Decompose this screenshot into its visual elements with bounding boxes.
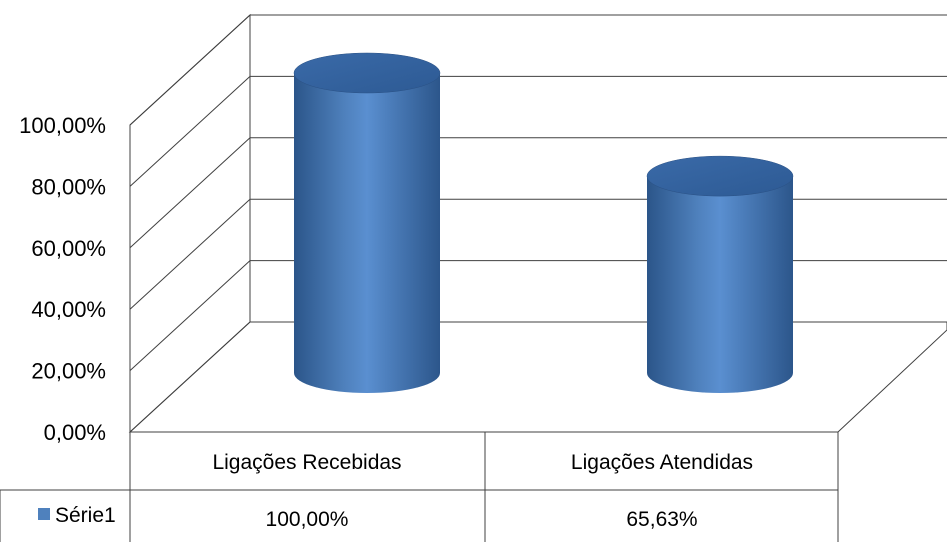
y-axis-ticks: 0,00% 20,00% 40,00% 60,00% 80,00% 100,00%: [19, 113, 106, 445]
gridlines: [129, 14, 947, 371]
y-tick-label: 20,00%: [31, 359, 106, 384]
bar: [646, 155, 794, 393]
chart-walls: [128, 13, 947, 434]
gridline-side: [129, 260, 251, 371]
bar-body: [647, 176, 793, 393]
bar: [293, 52, 441, 393]
gridline-side: [129, 137, 251, 249]
bar-body: [294, 73, 440, 393]
y-tick-label: 80,00%: [31, 174, 106, 199]
data-table: Ligações Recebidas Ligações Atendidas 100,…: [0, 431, 839, 542]
bar-top: [646, 155, 794, 197]
legend-swatch: [38, 508, 50, 520]
gridline-side: [129, 76, 251, 187]
bar-top: [293, 52, 441, 94]
gridline-side: [129, 14, 251, 126]
data-value-label: 65,63%: [626, 508, 697, 531]
y-tick-label: 60,00%: [31, 236, 106, 261]
data-value-label: 100,00%: [266, 508, 349, 531]
bars: [293, 52, 794, 393]
side-wall: [129, 13, 251, 434]
y-tick-label: 0,00%: [44, 420, 106, 445]
y-tick-label: 40,00%: [31, 297, 106, 322]
floor: [128, 321, 947, 433]
category-label: Ligações Recebidas: [212, 451, 401, 474]
legend-label: Série1: [55, 504, 116, 527]
gridline-side: [129, 198, 251, 310]
y-tick-label: 100,00%: [19, 113, 106, 138]
category-label: Ligações Atendidas: [571, 451, 753, 474]
